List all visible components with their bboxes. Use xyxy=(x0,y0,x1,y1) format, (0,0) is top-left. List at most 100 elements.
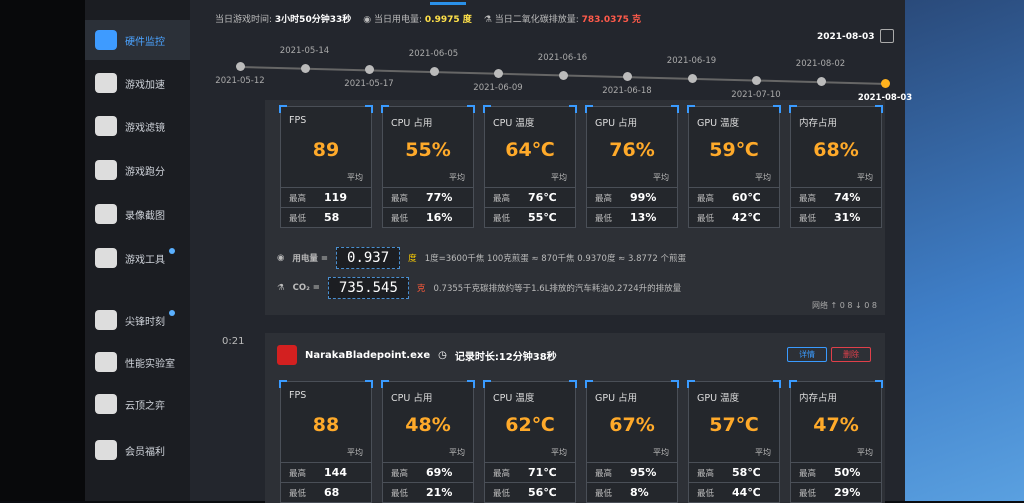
co2-value: 783.0375 克 xyxy=(581,15,642,25)
timeline-point[interactable] xyxy=(816,77,826,87)
min-value: 31% xyxy=(834,211,861,224)
sidebar-item-label: 游戏滤镜 xyxy=(125,122,165,134)
timeline-point[interactable] xyxy=(236,62,245,71)
session-panel-1: FPS 89 平均 最高 119 最低 58 CPU 占用 55% 平均 最高 77% 最低 16% CPU… xyxy=(265,100,885,315)
co2-unit: 克 xyxy=(416,284,426,294)
sidebar-item-label: 录像截图 xyxy=(125,210,165,222)
sidebar-item-label: 游戏工具 xyxy=(125,254,165,266)
timeline-point[interactable] xyxy=(623,72,632,82)
metric-card: CPU 温度 64℃ 平均 最高 76℃ 最低 55℃ xyxy=(483,105,577,228)
max-label: 最高 xyxy=(799,193,817,204)
timeline-point[interactable] xyxy=(429,67,439,77)
metric-min-row: 最低 68 xyxy=(281,482,371,502)
metric-average: 47% xyxy=(813,414,859,436)
sidebar-item-3[interactable]: 游戏跑分 xyxy=(85,150,190,190)
average-label: 平均 xyxy=(347,448,363,457)
active-tab-indicator xyxy=(430,2,466,5)
sidebar-item-1[interactable]: 游戏加速 xyxy=(85,63,190,103)
sidebar-item-6[interactable]: 尖锋时刻 xyxy=(85,300,190,340)
max-value: 69% xyxy=(426,466,453,479)
metric-min-row: 最低 21% xyxy=(383,482,473,502)
timeline-date: 2021-05-17 xyxy=(344,79,394,90)
average-label: 平均 xyxy=(551,173,567,182)
timeline-point[interactable] xyxy=(300,63,310,73)
min-value: 68 xyxy=(324,486,340,499)
average-label: 平均 xyxy=(653,173,669,182)
min-label: 最低 xyxy=(391,488,409,499)
sidebar-item-icon xyxy=(95,440,117,460)
metric-title: GPU 占用 xyxy=(595,118,638,129)
metric-max-row: 最高 69% xyxy=(383,462,473,482)
screen-bezel xyxy=(0,0,85,501)
session-time: 0:21 xyxy=(222,336,245,347)
sidebar-item-7[interactable]: 性能实验室 xyxy=(85,342,190,382)
metric-title: CPU 占用 xyxy=(391,118,433,129)
metric-title: FPS xyxy=(289,115,307,126)
metric-min-row: 最低 13% xyxy=(587,207,677,227)
average-label: 平均 xyxy=(449,448,465,457)
max-value: 144 xyxy=(324,466,347,479)
selected-date: 2021-08-03 xyxy=(817,32,875,42)
metric-title: GPU 占用 xyxy=(595,393,638,404)
max-label: 最高 xyxy=(493,193,511,204)
min-value: 56℃ xyxy=(528,486,557,499)
sidebar-item-8[interactable]: 云顶之弈 xyxy=(85,384,190,424)
co2-note: 0.7355千克碳排放约等于1.6L排放的汽车耗油0.2724升的排放量 xyxy=(433,284,682,294)
average-label: 平均 xyxy=(347,173,363,182)
min-label: 最低 xyxy=(697,213,715,224)
metric-card: GPU 占用 67% 平均 最高 95% 最低 8% xyxy=(585,380,679,503)
sidebar-item-5[interactable]: 游戏工具 xyxy=(85,238,190,278)
min-value: 44℃ xyxy=(732,486,761,499)
network-readout: 网络 ↑ 0 8 ↓ 0 8 xyxy=(811,301,877,310)
timeline-point[interactable] xyxy=(365,65,374,75)
timeline-point[interactable] xyxy=(687,73,697,83)
metric-title: GPU 温度 xyxy=(697,393,740,404)
average-label: 平均 xyxy=(755,173,771,182)
min-label: 最低 xyxy=(493,213,511,224)
min-label: 最低 xyxy=(289,488,307,499)
sidebar-item-9[interactable]: 会员福利 xyxy=(85,430,190,470)
delete-button[interactable]: 删除 xyxy=(831,347,871,362)
sidebar-item-2[interactable]: 游戏滤镜 xyxy=(85,106,190,146)
timeline-date: 2021-06-18 xyxy=(602,86,652,97)
metric-average: 62℃ xyxy=(505,414,555,436)
max-label: 最高 xyxy=(595,193,613,204)
timeline-date: 2021-06-05 xyxy=(408,49,459,60)
details-button[interactable]: 详情 xyxy=(787,347,827,362)
max-label: 最高 xyxy=(391,193,409,204)
min-value: 29% xyxy=(834,486,861,499)
timeline-point[interactable] xyxy=(752,75,761,85)
calendar-icon[interactable] xyxy=(880,29,894,43)
co2-icon: ⚗ xyxy=(483,15,492,25)
timeline-point[interactable] xyxy=(881,79,890,88)
timeline-point[interactable] xyxy=(558,70,568,80)
metric-min-row: 最低 56℃ xyxy=(485,482,575,502)
co2-label: 当日二氧化碳排放量: xyxy=(494,15,579,25)
power-value: 0.9975 度 xyxy=(424,15,472,25)
metric-max-row: 最高 77% xyxy=(383,187,473,207)
desktop-background xyxy=(905,0,1024,501)
average-label: 平均 xyxy=(449,173,465,182)
min-value: 21% xyxy=(426,486,453,499)
min-value: 13% xyxy=(630,211,657,224)
sidebar-item-icon xyxy=(95,204,117,224)
max-value: 60℃ xyxy=(732,191,761,204)
min-value: 55℃ xyxy=(528,211,557,224)
metric-max-row: 最高 144 xyxy=(281,462,371,482)
min-label: 最低 xyxy=(595,213,613,224)
metric-max-row: 最高 60℃ xyxy=(689,187,779,207)
timeline-point[interactable] xyxy=(494,68,503,78)
sidebar-item-icon xyxy=(95,394,117,414)
sidebar-item-0[interactable]: 硬件监控 xyxy=(85,20,190,60)
new-badge-icon xyxy=(169,248,175,254)
min-label: 最低 xyxy=(289,213,307,224)
naraka-logo xyxy=(277,345,297,365)
sidebar-item-4[interactable]: 录像截图 xyxy=(85,194,190,234)
metric-average: 76% xyxy=(609,139,655,161)
average-label: 平均 xyxy=(653,448,669,457)
sidebar-item-label: 游戏跑分 xyxy=(125,166,165,178)
timeline-date: 2021-06-09 xyxy=(473,82,523,93)
metric-max-row: 最高 50% xyxy=(791,462,881,482)
max-value: 58℃ xyxy=(732,466,761,479)
sidebar-item-icon xyxy=(95,310,117,330)
